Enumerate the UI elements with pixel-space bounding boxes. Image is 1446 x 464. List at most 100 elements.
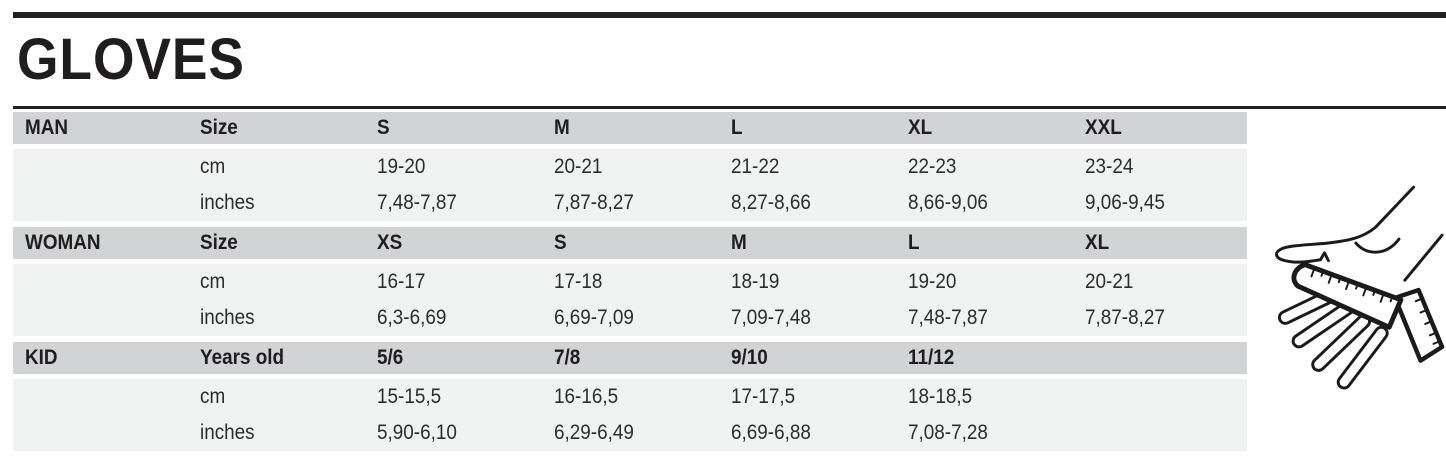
data-cell: 23-24 [1073,155,1247,179]
cell-text: inches [200,191,255,214]
data-cell: cm [188,270,365,294]
table-header-row: MAN Size S M L XL XXL [13,112,1247,144]
table-data-row: inches 6,3-6,69 6,69-7,09 7,09-7,48 7,48-7,8… [13,300,1247,336]
data-cell: 20-21 [1073,270,1247,294]
cell-text: 7/8 [554,346,581,369]
cell-text: 17-18 [554,270,603,293]
data-cell: 8,27-8,66 [719,191,896,215]
data-cell: 7,48-7,87 [365,191,542,215]
cell-text: MAN [25,116,69,139]
cell-text: 23-24 [1085,155,1134,178]
cell-text: 8,27-8,66 [731,191,811,214]
header-cell: Years old [188,346,365,370]
hand-with-measuring-tape-icon [1275,185,1445,390]
data-cell: 6,69-6,88 [719,421,896,445]
data-cell: 15-15,5 [365,385,542,409]
cell-text: Size [200,231,238,254]
data-cell: 8,66-9,06 [896,191,1073,215]
header-cell: 7/8 [542,346,719,370]
data-cell: 18-19 [719,270,896,294]
cell-text: cm [200,385,226,408]
data-cell [13,306,188,330]
data-cell: 7,09-7,48 [719,306,896,330]
cell-text: S [377,116,390,139]
header-cell: Size [188,116,365,140]
size-table: MAN Size S M L XL XXL cm 19-20 20-21 21-22 22-23 23-… [13,112,1247,451]
table-section-man: MAN Size S M L XL XXL cm 19-20 20-21 21-22 22-23 23-… [13,112,1247,221]
header-cell: XS [365,231,542,255]
table-section-woman: WOMAN Size XS S M L XL cm 16-17 17-18 18-19 19-20 20… [13,227,1247,336]
cell-text: M [554,116,570,139]
data-cell: inches [188,306,365,330]
header-cell: M [542,116,719,140]
table-section-kid: KID Years old 5/6 7/8 9/10 11/12 cm 15-15,5 16-1… [13,342,1247,451]
data-cell: 17-18 [542,270,719,294]
data-cell: 17-17,5 [719,385,896,409]
cell-text: 16-17 [377,270,426,293]
data-cell: inches [188,191,365,215]
data-cell: 9,06-9,45 [1073,191,1247,215]
data-band: cm 16-17 17-18 18-19 19-20 20-21 inches 6,3-6,6… [13,264,1247,336]
data-cell: 7,48-7,87 [896,306,1073,330]
cell-text: XS [377,231,403,254]
cell-text: 6,3-6,69 [377,306,447,329]
data-cell: 6,29-6,49 [542,421,719,445]
cell-text: 9/10 [731,346,768,369]
table-data-row: cm 15-15,5 16-16,5 17-17,5 18-18,5 [13,379,1247,415]
cell-text: 22-23 [908,155,957,178]
data-cell: 16-16,5 [542,385,719,409]
cell-text: L [731,116,743,139]
cell-text: 7,87-8,27 [554,191,634,214]
cell-text: inches [200,306,255,329]
header-cell: XL [896,116,1073,140]
cell-text: 8,66-9,06 [908,191,988,214]
cell-text: 19-20 [908,270,957,293]
cell-text: 7,87-8,27 [1085,306,1165,329]
cell-text: 17-17,5 [731,385,796,408]
cell-text: cm [200,270,226,293]
data-cell: cm [188,385,365,409]
cell-text: XL [908,116,933,139]
table-header-row: KID Years old 5/6 7/8 9/10 11/12 [13,342,1247,374]
data-cell: 7,08-7,28 [896,421,1073,445]
cell-text: 6,29-6,49 [554,421,634,444]
data-cell [13,270,188,294]
cell-text: 7,09-7,48 [731,306,811,329]
table-data-row: inches 7,48-7,87 7,87-8,27 8,27-8,66 8,66-9,… [13,185,1247,221]
top-rule [13,12,1446,18]
cell-text: Size [200,116,238,139]
page-title: GLOVES [17,28,265,92]
cell-text: 7,48-7,87 [377,191,457,214]
section-label: WOMAN [13,231,188,255]
cell-text: 20-21 [1085,270,1134,293]
page-title-text: GLOVES [17,27,245,92]
cell-text: 18-19 [731,270,780,293]
cell-text: 7,08-7,28 [908,421,988,444]
table-data-row: cm 19-20 20-21 21-22 22-23 23-24 [13,149,1247,185]
data-band: cm 19-20 20-21 21-22 22-23 23-24 inches 7,48-7,… [13,149,1247,221]
data-cell [13,155,188,179]
cell-text: Years old [200,346,285,369]
data-cell: 6,3-6,69 [365,306,542,330]
data-cell [13,421,188,445]
section-label: KID [13,346,188,370]
data-cell [13,191,188,215]
cell-text: KID [25,346,58,369]
data-cell [13,385,188,409]
cell-text: 6,69-7,09 [554,306,634,329]
header-cell: M [719,231,896,255]
cell-text: 9,06-9,45 [1085,191,1165,214]
cell-text: 5/6 [377,346,404,369]
data-band: cm 15-15,5 16-16,5 17-17,5 18-18,5 inches 5,90… [13,379,1247,451]
cell-text: L [908,231,920,254]
header-cell: S [542,231,719,255]
header-cell [1073,346,1247,370]
header-cell: S [365,116,542,140]
data-cell: 7,87-8,27 [542,191,719,215]
table-data-row: inches 5,90-6,10 6,29-6,49 6,69-6,88 7,08-7,… [13,415,1247,451]
cell-text: 20-21 [554,155,603,178]
cell-text: 18-18,5 [908,385,973,408]
cell-text: WOMAN [25,231,101,254]
data-cell: 18-18,5 [896,385,1073,409]
